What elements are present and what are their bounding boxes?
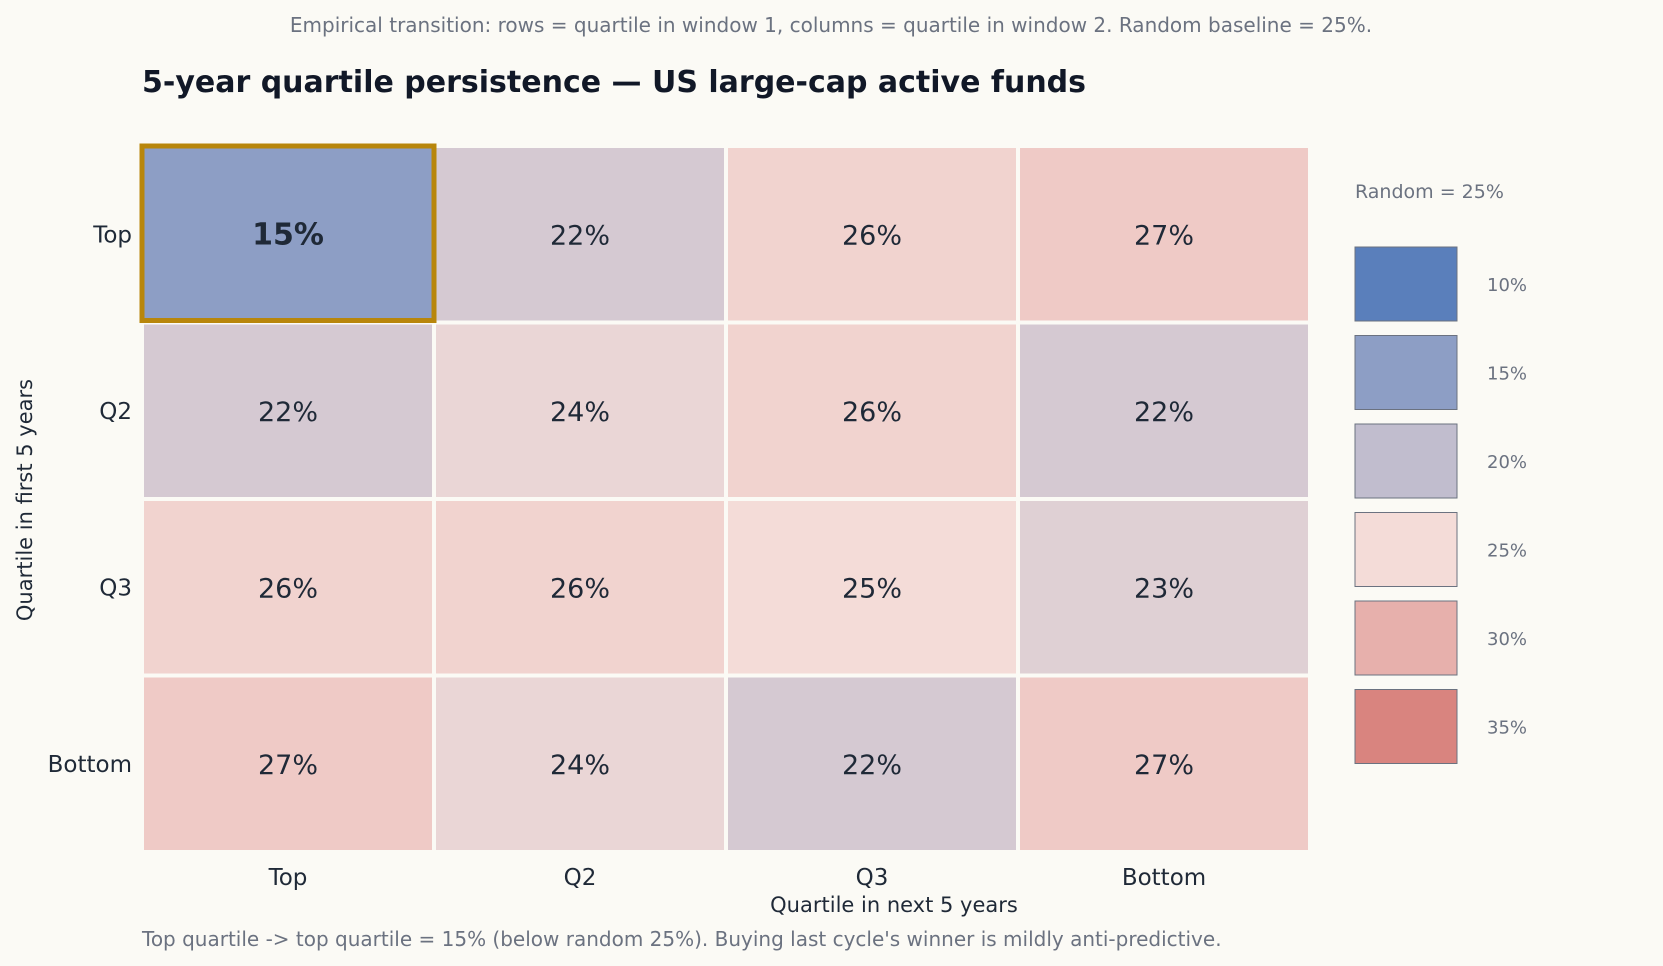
legend-swatch <box>1354 246 1458 322</box>
x-tick-label: Q3 <box>856 865 889 891</box>
x-tick-label: Top <box>268 865 308 891</box>
heatmap-cell-2-2 <box>436 324 724 497</box>
cell-value-label: 27% <box>1134 220 1194 251</box>
legend-swatch <box>1354 689 1458 764</box>
legend-swatch <box>1354 512 1458 587</box>
x-tick-label: Q2 <box>564 865 597 891</box>
legend-swatch <box>1354 335 1458 410</box>
heatmap-cell-4-4 <box>1020 677 1308 850</box>
cell-value-label: 24% <box>550 397 610 428</box>
cell-value-label: 27% <box>1134 750 1194 781</box>
x-axis-ticks: Top Q2 Q3 Bottom <box>268 865 1207 891</box>
heatmap-cell-3-1 <box>144 501 432 674</box>
cell-value-label: 26% <box>550 573 610 604</box>
cell-value-label: 15% <box>252 217 324 252</box>
heatmap-cell-1-1 <box>144 148 432 321</box>
y-tick-label: Q3 <box>99 575 132 601</box>
heatmap-cell-4-1 <box>144 677 432 850</box>
legend-title: Random = 25% <box>1355 181 1504 203</box>
cell-value-label: 23% <box>1134 573 1194 604</box>
heatmap-cell-2-1 <box>144 324 432 497</box>
y-tick-label: Top <box>92 222 132 248</box>
cell-value-label: 22% <box>550 220 610 251</box>
heatmap-cells: 15% 22% 26% 27% 22% 24% 26% 22% 26% 26% 25% 23% 27% 2… <box>139 143 1308 850</box>
y-axis-ticks: Top Q2 Q3 Bottom <box>48 222 132 778</box>
cell-value-label: 24% <box>550 750 610 781</box>
cell-value-label: 27% <box>258 750 318 781</box>
heatmap-cell-4-3 <box>728 677 1016 850</box>
highlight-border <box>139 143 437 323</box>
chart-footnote: Top quartile -> top quartile = 15% (belo… <box>141 927 1222 951</box>
x-axis-label: Quartile in next 5 years <box>770 893 1018 917</box>
cell-value-label: 26% <box>842 220 902 251</box>
legend-swatch <box>1354 600 1458 676</box>
legend-label: 35% <box>1487 718 1527 739</box>
legend-label: 10% <box>1487 275 1527 296</box>
y-tick-label: Q2 <box>99 399 132 425</box>
heatmap-cell-3-4 <box>1020 501 1308 674</box>
heatmap-cell-3-3 <box>728 501 1016 674</box>
heatmap-cell-3-2 <box>436 501 724 674</box>
cell-value-label: 26% <box>258 573 318 604</box>
x-tick-label: Bottom <box>1122 865 1206 891</box>
y-axis-label: Quartile in first 5 years <box>13 379 37 621</box>
heatmap-cell-2-3 <box>728 324 1016 497</box>
chart-title: 5-year quartile persistence — US large-c… <box>142 65 1086 100</box>
heatmap-cell-1-2 <box>436 148 724 321</box>
heatmap-cell-1-3 <box>728 148 1016 321</box>
legend-label: 20% <box>1487 452 1527 473</box>
cell-value-label: 22% <box>258 397 318 428</box>
chart-subtitle: Empirical transition: rows = quartile in… <box>290 13 1372 37</box>
color-legend: Random = 25% 10% 15% 20% 25% 30% 35% <box>1354 181 1527 764</box>
heatmap-cell-2-4 <box>1020 324 1308 497</box>
y-tick-label: Bottom <box>48 752 132 778</box>
cell-value-label: 22% <box>842 750 902 781</box>
legend-label: 25% <box>1487 541 1527 562</box>
legend-swatch <box>1354 423 1458 499</box>
legend-label: 15% <box>1487 364 1527 385</box>
heatmap-cell-1-4 <box>1020 148 1308 321</box>
cell-value-label: 22% <box>1134 397 1194 428</box>
cell-value-label: 26% <box>842 397 902 428</box>
cell-value-label: 25% <box>842 573 902 604</box>
heatmap-cell-4-2 <box>436 677 724 850</box>
legend-label: 30% <box>1487 629 1527 650</box>
